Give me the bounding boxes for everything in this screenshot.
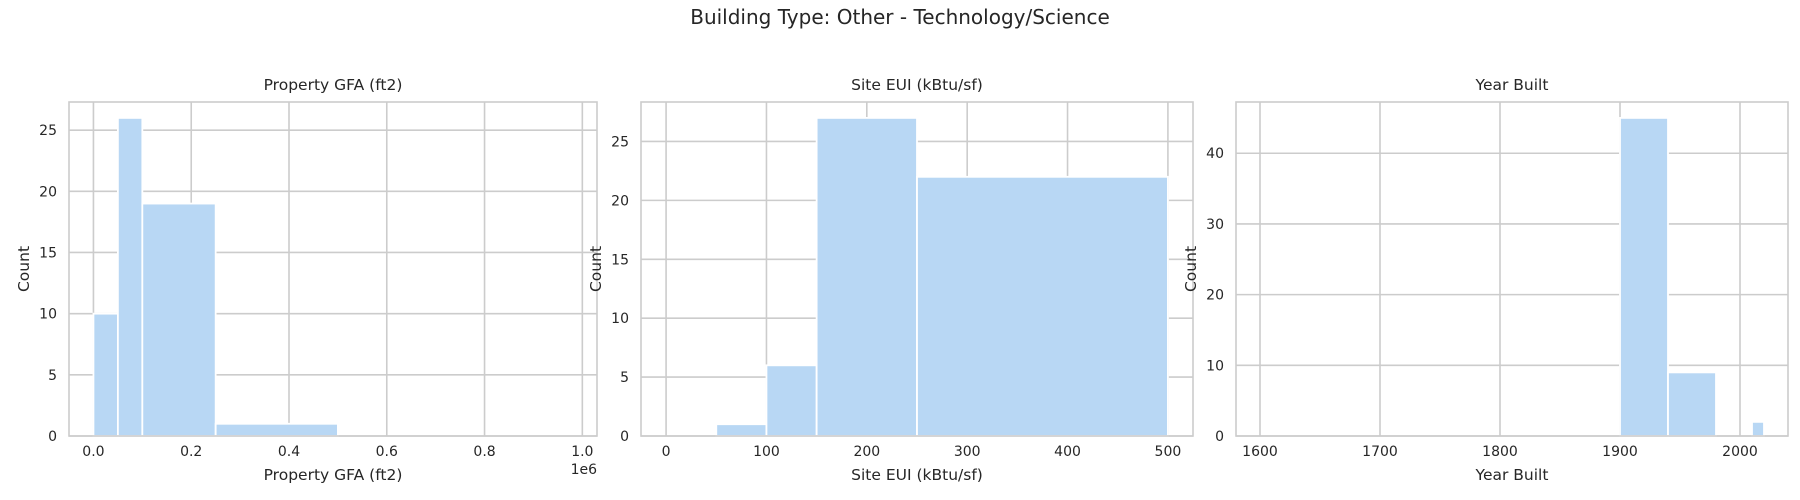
axes-frame [1235,101,1789,437]
y-tick-label: 20 [611,193,629,209]
y-tick-label: 20 [1206,288,1224,304]
x-tick-label: 0.2 [180,444,202,460]
x-tick-label: 1900 [1602,444,1638,460]
histogram-bar [1667,371,1717,437]
y-tick-label: 5 [620,370,629,386]
axes-frame [68,101,598,437]
histogram-bar [1619,117,1669,437]
x-tick-label: 0.8 [473,444,495,460]
x-tick-label: 100 [753,444,780,460]
histogram-bar [815,117,918,437]
histogram-bar [916,175,1169,437]
x-tick-label: 400 [1054,444,1081,460]
x-tick-label: 1700 [1362,444,1398,460]
x-tick-label: 1600 [1242,444,1278,460]
axes-frame [640,101,1194,437]
x-tick-label: 2000 [1722,444,1758,460]
y-tick-label: 25 [39,123,57,139]
y-tick-label: 10 [39,307,57,323]
x-axis-label: Site EUI (kBtu/sf) [851,466,983,484]
x-tick-label: 500 [1155,444,1182,460]
histogram-bar [765,364,818,437]
axes-title: Site EUI (kBtu/sf) [851,76,983,94]
y-tick-label: 5 [48,368,57,384]
figure-title: Building Type: Other - Technology/Scienc… [690,5,1110,29]
x-tick-label: 1.0 [571,444,593,460]
y-axis-label: Count [15,246,33,292]
y-tick-label: 0 [620,429,629,445]
histogram-bar [92,312,119,437]
x-tick-label: 300 [954,444,981,460]
x-tick-label: 0.4 [278,444,300,460]
x-tick-label: 1800 [1482,444,1518,460]
x-tick-label: 0 [662,444,671,460]
axes-title: Year Built [1475,76,1549,94]
chart-panel-3: 1600 1700 1800 1900 2000 0 10 20 30 40 Year Built Y… [1182,76,1789,484]
chart-panel-1: 0.0 0.2 0.4 0.6 0.8 1.0 0 5 10 15 20 25 Property GFA… [15,76,598,484]
x-tick-label: 0.0 [82,444,104,460]
histogram-bar [715,423,768,437]
y-tick-label: 25 [611,134,629,150]
histogram-bar [214,422,339,437]
x-axis-label: Year Built [1475,466,1549,484]
x-tick-label: 0.6 [376,444,398,460]
histogram-bar [1751,420,1765,437]
y-tick-label: 15 [39,245,57,261]
axes-title: Property GFA (ft2) [264,76,403,94]
y-tick-label: 40 [1206,146,1224,162]
x-offset-label: 1e6 [571,462,598,478]
y-tick-label: 0 [1215,429,1224,445]
y-axis-label: Count [587,246,605,292]
y-tick-label: 20 [39,184,57,200]
y-tick-label: 15 [611,252,629,268]
chart-panel-2: 0 100 200 300 400 500 0 5 10 15 20 25 Site EUI (kBtu… [587,76,1194,484]
y-axis-label: Count [1182,246,1200,292]
histogram-bar [141,202,217,437]
y-tick-label: 0 [48,429,57,445]
x-tick-label: 200 [853,444,880,460]
histogram-bar [116,117,144,437]
y-tick-label: 10 [1206,358,1224,374]
y-tick-label: 10 [611,311,629,327]
y-tick-label: 30 [1206,217,1224,233]
x-axis-label: Property GFA (ft2) [264,466,403,484]
